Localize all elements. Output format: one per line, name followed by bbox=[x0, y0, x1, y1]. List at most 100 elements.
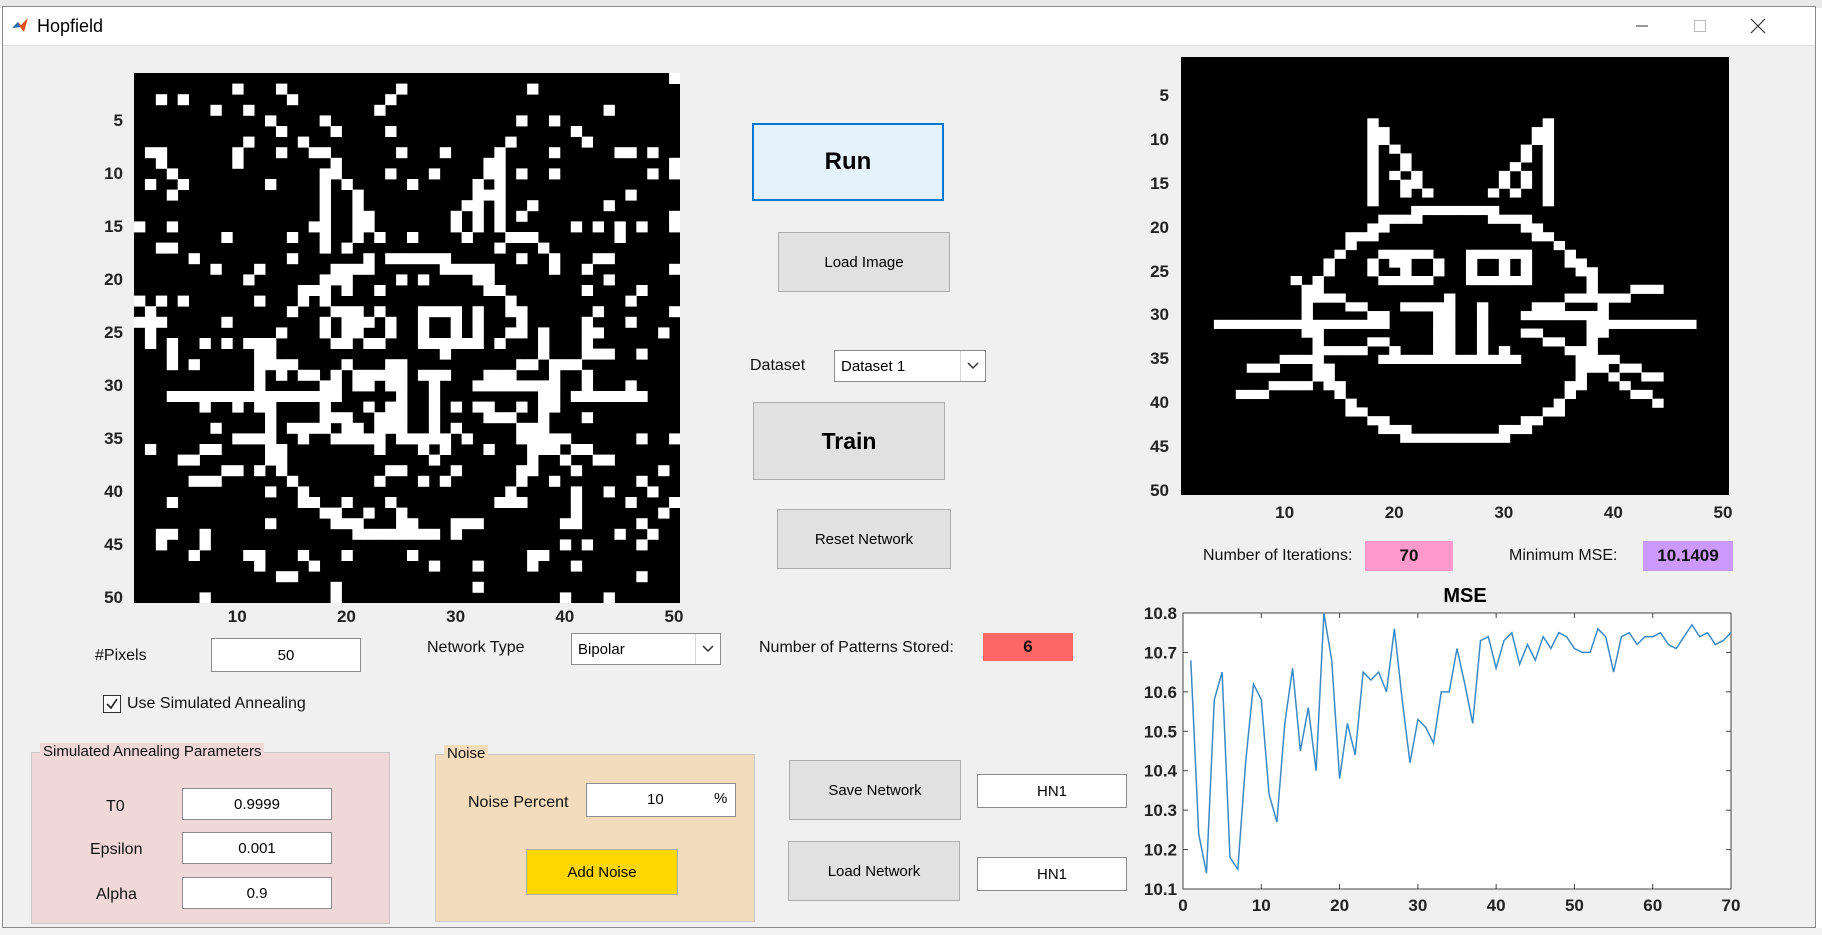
clean-image-pixel bbox=[1520, 258, 1533, 268]
load-network-button[interactable]: Load Network bbox=[788, 841, 960, 901]
noisy-image-pixel bbox=[483, 412, 495, 424]
clean-image-pixel bbox=[1378, 223, 1390, 233]
noisy-image-pixel bbox=[352, 327, 364, 339]
clean-image-pixel bbox=[1597, 302, 1609, 312]
clean-image-pixel bbox=[1433, 354, 1445, 364]
noisy-image-pixel bbox=[385, 359, 397, 371]
clean-image-pixel bbox=[1575, 381, 1587, 391]
close-button[interactable] bbox=[1729, 7, 1787, 45]
t0-input[interactable]: 0.9999 bbox=[182, 788, 332, 820]
train-button[interactable]: Train bbox=[753, 402, 945, 480]
noisy-image-pixel bbox=[177, 454, 189, 466]
clean-image-pixel bbox=[1509, 249, 1522, 259]
noisy-image-pixel bbox=[417, 327, 430, 339]
clean-image-pixel bbox=[1334, 249, 1346, 259]
clean-image-pixel bbox=[1564, 346, 1576, 356]
clean-image-pixel bbox=[1400, 276, 1412, 286]
clean-image-pixel bbox=[1301, 293, 1313, 303]
mse-x-tick-label: 50 bbox=[1565, 896, 1584, 915]
save-network-name-input[interactable]: HN1 bbox=[977, 774, 1127, 808]
noisy-image-pixel bbox=[527, 83, 539, 95]
noisy-image-pixel bbox=[483, 401, 495, 413]
network-type-select[interactable]: Bipolar bbox=[571, 633, 721, 665]
noisy-image-pixel bbox=[417, 475, 430, 487]
noisy-image-pixel bbox=[188, 454, 200, 466]
noisy-image-pixel bbox=[232, 83, 244, 95]
maximize-button[interactable] bbox=[1671, 7, 1729, 45]
clean-image-pixel bbox=[1564, 381, 1576, 391]
noisy-image-pixel bbox=[450, 422, 462, 434]
add-noise-button[interactable]: Add Noise bbox=[526, 849, 678, 895]
noisy-image-pixel bbox=[396, 274, 408, 286]
clean-image-pixel bbox=[1301, 354, 1313, 364]
load-image-button[interactable]: Load Image bbox=[778, 232, 950, 292]
chevron-down-icon[interactable] bbox=[695, 634, 720, 664]
clean-image-pixel bbox=[1520, 153, 1533, 163]
clean-image-pixel bbox=[1411, 433, 1423, 443]
title-bar[interactable]: Hopfield bbox=[3, 7, 1815, 46]
noise-percent-value: 10 bbox=[647, 791, 664, 808]
clean-image-pixel bbox=[1520, 249, 1533, 259]
clean-image-pixel bbox=[1279, 381, 1291, 391]
clean-image-pixel bbox=[1246, 389, 1259, 400]
noisy-image-pixel bbox=[417, 528, 430, 540]
clean-image-pixel bbox=[1575, 267, 1587, 277]
clean-image-pixel bbox=[1542, 188, 1555, 198]
noisy-image-pixel bbox=[461, 338, 473, 349]
save-network-button[interactable]: Save Network bbox=[789, 760, 961, 820]
noisy-image-pixel bbox=[669, 306, 680, 318]
noisy-image-pixel bbox=[527, 454, 539, 466]
clean-image-pixel bbox=[1509, 162, 1522, 172]
dataset-select[interactable]: Dataset 1 bbox=[834, 350, 986, 382]
clean-image-pixel bbox=[1400, 162, 1412, 172]
noisy-image-pixel bbox=[592, 327, 604, 339]
noisy-image-pixel bbox=[352, 380, 364, 392]
noisy-image-pixel bbox=[275, 83, 288, 95]
noisy-y-tick-label: 10 bbox=[104, 163, 123, 183]
noisy-image-pixel bbox=[363, 401, 375, 413]
clean-image-pixel bbox=[1312, 319, 1324, 329]
noisy-image-pixel bbox=[483, 274, 495, 286]
mse-y-tick-label: 10.4 bbox=[1144, 762, 1178, 781]
noisy-image-pixel bbox=[385, 253, 397, 265]
noisy-image-pixel bbox=[155, 539, 168, 551]
chevron-down-icon[interactable] bbox=[960, 351, 985, 381]
noisy-image-pixel bbox=[374, 369, 386, 381]
patterns-stored-value: 6 bbox=[983, 633, 1073, 661]
noisy-image-pixel bbox=[374, 104, 386, 116]
minimize-button[interactable] bbox=[1613, 7, 1671, 45]
noisy-x-tick-label: 40 bbox=[555, 607, 575, 626]
noisy-image-pixel bbox=[483, 263, 495, 275]
clean-image-pixel bbox=[1422, 249, 1434, 259]
noisy-image-pixel bbox=[232, 401, 244, 413]
use-sa-checkbox[interactable] bbox=[103, 695, 121, 713]
alpha-input[interactable]: 0.9 bbox=[182, 877, 332, 909]
noisy-image-pixel bbox=[527, 560, 539, 572]
noisy-image-pixel bbox=[330, 581, 342, 593]
noisy-image-pixel bbox=[319, 380, 331, 392]
noisy-image-pixel bbox=[647, 528, 659, 540]
reset-network-button[interactable]: Reset Network bbox=[777, 509, 951, 569]
mse-y-tick-label: 10.5 bbox=[1144, 722, 1177, 741]
noisy-image-pixel bbox=[516, 327, 528, 339]
pixels-input[interactable]: 50 bbox=[211, 638, 361, 672]
noisy-image-pixel bbox=[199, 528, 211, 540]
noise-percent-input[interactable]: 10 % bbox=[586, 783, 736, 817]
clean-image-pixel bbox=[1542, 127, 1555, 137]
load-network-name-input[interactable]: HN1 bbox=[977, 857, 1127, 891]
noisy-image-pixel bbox=[592, 253, 604, 265]
clean-image-pixel bbox=[1531, 302, 1544, 312]
clean-image-pixel bbox=[1422, 354, 1434, 364]
clean-image-pixel bbox=[1433, 337, 1445, 347]
noisy-image-pixel bbox=[275, 126, 288, 137]
run-button[interactable]: Run bbox=[752, 123, 944, 201]
epsilon-input[interactable]: 0.001 bbox=[182, 832, 332, 864]
clean-image-pixel bbox=[1345, 319, 1357, 329]
patterns-stored-label: Number of Patterns Stored: bbox=[759, 639, 954, 656]
noisy-image-pixel bbox=[538, 338, 550, 349]
noisy-image-pixel bbox=[286, 232, 299, 243]
clean-image-pixel bbox=[1400, 258, 1412, 268]
noisy-image-pixel bbox=[603, 104, 615, 116]
noisy-image-pixel bbox=[385, 327, 397, 339]
noisy-image-pixel bbox=[341, 497, 353, 508]
